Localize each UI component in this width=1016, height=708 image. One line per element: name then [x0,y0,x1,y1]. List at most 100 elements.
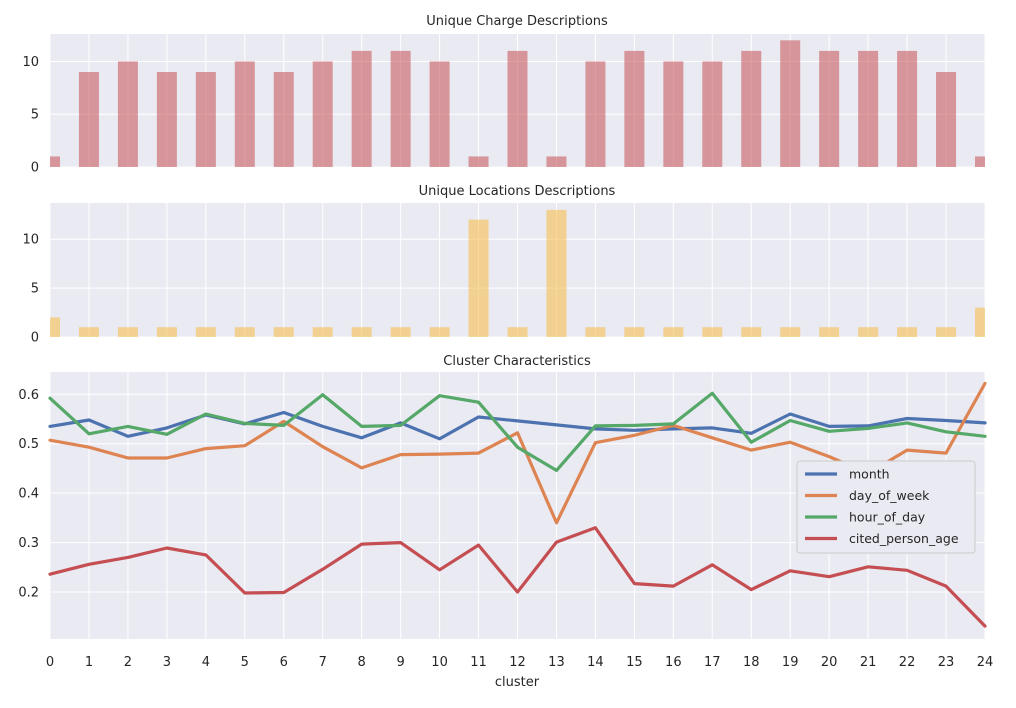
series-line-cited-person-age [48,526,987,628]
bar [741,50,762,168]
x-tick-label: 7 [319,655,327,670]
bar [234,327,255,337]
bar [780,40,801,168]
bar [663,327,684,337]
x-tick-label: 2 [124,655,132,670]
y-tick-label: 0 [31,161,39,176]
bar [702,61,723,167]
bar [195,327,216,337]
bar [351,50,372,168]
bar [702,327,723,337]
x-tick-label: 24 [977,655,994,670]
bar [819,327,840,337]
bar [780,327,801,337]
bar [663,61,684,167]
x-tick-label: 6 [280,655,288,670]
bar [975,307,985,337]
bar [624,50,645,168]
bar [546,209,567,337]
bar [546,156,567,167]
x-tick-label: 22 [899,655,916,670]
x-tick-label: 14 [587,655,604,670]
x-tick-label: 12 [509,655,526,670]
bar [312,61,333,167]
y-tick-label: 0.3 [18,536,39,551]
bar [50,156,60,167]
x-tick-label: 19 [782,655,799,670]
bar [858,50,879,168]
bar [858,327,879,337]
bar [507,327,528,337]
x-tick-label: 18 [743,655,760,670]
bar [234,61,255,167]
series-line-hour-of-day [48,391,987,472]
bar [273,327,294,337]
x-tick-label: 15 [626,655,643,670]
legend-label: month [849,467,890,482]
cluster-characteristics-panel: 0.20.30.40.50.6 0 1 2 3 4 5 6 7 8 9 10 11 12 13 14 15 16… [18,354,993,690]
x-tick-label: 1 [85,655,93,670]
x-tick-label: 23 [938,655,955,670]
x-tick-label: 16 [665,655,682,670]
x-tick-label: 13 [548,655,565,670]
y-tick-label: 0.4 [18,487,39,502]
x-tick-label: 9 [396,655,404,670]
bar [897,327,918,337]
bar [156,72,177,167]
bar [936,327,957,337]
x-tick-label: 8 [358,655,366,670]
y-tick-label: 0.6 [18,388,39,403]
x-tick-label: 17 [704,655,721,670]
bar [585,61,606,167]
legend-label: cited_person_age [849,531,959,546]
bar [312,327,333,337]
legend: month day_of_week hour_of_day cited_person_… [796,460,976,554]
bar [390,327,411,337]
bar [897,50,918,168]
bar [78,327,99,337]
y-tick-label: 0 [31,331,39,346]
y-tick-label: 0.5 [18,437,39,452]
x-tick-label: 11 [470,655,487,670]
chart-title: Unique Charge Descriptions [426,14,608,29]
chart-title: Unique Locations Descriptions [419,184,616,199]
x-tick-label: 4 [202,655,210,670]
legend-label: hour_of_day [849,510,926,525]
bar [117,61,138,167]
legend-box [796,460,976,554]
bar [273,72,294,167]
chart-title: Cluster Characteristics [443,354,591,369]
bar [507,50,528,168]
bar [468,156,489,167]
x-tick-label: 5 [241,655,249,670]
bar [156,327,177,337]
legend-label: day_of_week [849,488,930,503]
bar [117,327,138,337]
bar [975,156,985,167]
location-descriptions-panel: 0 5 10 Unique Locations Descriptions [22,184,986,346]
bar [78,72,99,167]
y-tick-label: 10 [22,233,39,248]
bar [351,327,372,337]
bar [50,317,60,337]
x-tick-label: 21 [860,655,877,670]
y-tick-label: 5 [31,282,39,297]
x-tick-label: 3 [163,655,171,670]
x-tick-label: 10 [431,655,448,670]
bar [624,327,645,337]
bar [429,61,450,167]
charge-descriptions-panel: 0 5 10 Unique Charge Descriptions [22,14,986,176]
x-tick-label: 20 [821,655,838,670]
y-tick-label: 5 [31,108,39,123]
bar [195,72,216,167]
y-tick-label: 0.2 [18,586,39,601]
bar [585,327,606,337]
bar [741,327,762,337]
series-line-day-of-week [48,381,987,525]
y-tick-label: 10 [22,55,39,70]
x-tick-label: 0 [46,655,54,670]
bar [819,50,840,168]
bar [390,50,411,168]
bar [468,219,489,337]
